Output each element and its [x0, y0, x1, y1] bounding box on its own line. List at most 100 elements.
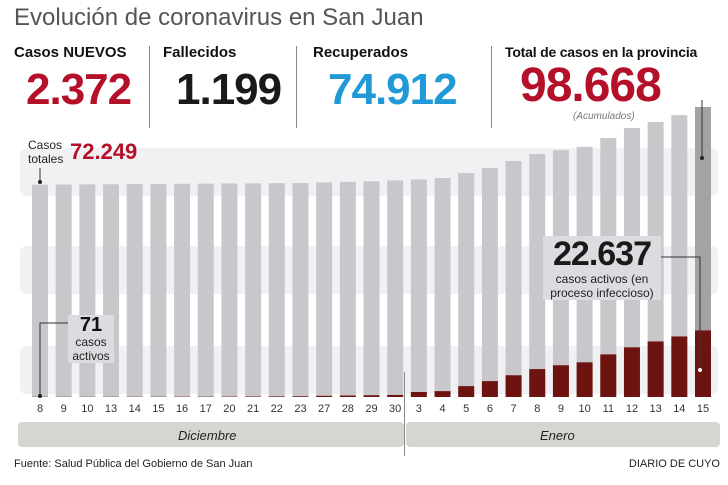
- bar-active-cases: [268, 396, 285, 397]
- kpi-recovered-value: 74.912: [328, 65, 458, 114]
- x-tick-label: 11: [602, 403, 614, 415]
- active-end-value: 22.637: [553, 235, 652, 273]
- x-tick-label: 22: [270, 403, 283, 415]
- x-tick-label: 9: [60, 403, 67, 415]
- kpi-recovered-label: Recuperados: [313, 44, 409, 61]
- bar-total-cases: [174, 183, 191, 397]
- kpi-deaths-value: 1.199: [176, 65, 282, 114]
- bar-active-cases: [434, 391, 451, 397]
- bar-total-cases: [529, 153, 546, 397]
- x-tick-label: 7: [510, 403, 517, 415]
- kpi-total-note: (Acumulados): [573, 111, 635, 122]
- x-tick-label: 16: [175, 403, 189, 415]
- bar-active-cases: [552, 365, 569, 397]
- bar-active-cases: [410, 392, 427, 397]
- bar-total-cases: [126, 184, 143, 397]
- x-tick-label: 15: [696, 403, 710, 415]
- bar-active-cases: [292, 396, 309, 397]
- bar-total-cases: [221, 183, 238, 397]
- x-tick-label: 14: [673, 403, 686, 415]
- x-tick-label: 10: [81, 403, 94, 415]
- bar-total-cases: [292, 183, 309, 397]
- month-label-december: Diciembre: [178, 428, 237, 443]
- bar-total-cases: [387, 180, 404, 397]
- x-tick-label: 13: [649, 403, 662, 415]
- bar-active-cases: [671, 336, 688, 397]
- month-band-december: [18, 422, 404, 447]
- active-end-leader-line: [661, 256, 701, 370]
- bar-active-cases: [695, 330, 711, 397]
- total-cases-label: Casos totales: [28, 138, 64, 166]
- x-tick-label: 29: [365, 403, 378, 415]
- bar-total-cases: [695, 107, 711, 397]
- kpi-total-value: 98.668: [520, 59, 662, 112]
- x-tick-label: 9: [557, 403, 564, 415]
- x-tick-label: 10: [578, 403, 591, 415]
- total-cases-value: 72.249: [70, 139, 138, 164]
- kpi-new-label: Casos NUEVOS: [14, 44, 127, 61]
- active-start-label: casos activos: [72, 335, 110, 363]
- bar-active-cases: [316, 395, 333, 397]
- bar-total-cases: [103, 184, 120, 397]
- bar-active-cases: [505, 375, 522, 397]
- bar-total-cases: [316, 182, 333, 397]
- bar-total-cases: [339, 181, 356, 397]
- active-end-leader-dot: [698, 368, 702, 372]
- bar-active-cases: [339, 395, 356, 397]
- x-tick-label: 3: [415, 403, 422, 415]
- bar-active-cases: [458, 386, 475, 397]
- x-tick-label: 5: [463, 403, 470, 415]
- x-tick-label: 13: [104, 403, 118, 415]
- bar-active-cases: [481, 381, 498, 397]
- x-tick-label: 4: [439, 403, 446, 415]
- month-band-january: [406, 422, 720, 447]
- bar-total-cases: [458, 173, 475, 397]
- kpi-total-label: Total de casos en la provincia: [505, 44, 698, 60]
- bar-total-cases: [150, 183, 167, 397]
- bar-total-cases: [268, 183, 285, 397]
- x-tick-label: 17: [199, 403, 212, 415]
- divider: [491, 46, 492, 128]
- bar-total-cases: [55, 184, 72, 397]
- page-title: Evolución de coronavirus en San Juan: [14, 4, 424, 31]
- bar-total-cases: [505, 160, 522, 397]
- bar-total-cases: [410, 179, 427, 397]
- active-end-callout: 22.637 casos activos (en proceso infecci…: [543, 236, 661, 300]
- x-tick-label: 12: [625, 403, 639, 415]
- x-tick-label: 23: [294, 403, 307, 415]
- kpi-deaths-label: Fallecidos: [163, 44, 237, 61]
- bar-active-cases: [576, 362, 593, 397]
- bar-total-cases: [32, 184, 48, 397]
- x-tick-label: 15: [152, 403, 165, 415]
- x-tick-label: 21: [246, 403, 260, 415]
- x-tick-label: 28: [341, 403, 354, 415]
- bar-total-cases: [79, 184, 96, 397]
- total-end-leader-dot: [700, 156, 704, 160]
- bar-total-cases: [434, 178, 451, 397]
- bar-active-cases: [623, 347, 640, 397]
- bar-active-cases: [600, 354, 617, 397]
- bar-total-cases: [363, 181, 380, 397]
- bar-total-cases: [245, 183, 262, 397]
- month-divider: [404, 372, 405, 456]
- active-start-leader-line: [39, 322, 68, 396]
- active-start-value: 71: [79, 314, 103, 336]
- x-tick-label: 20: [223, 403, 236, 415]
- divider: [296, 46, 297, 128]
- total-leader-dot: [38, 180, 42, 184]
- month-label-january: Enero: [540, 428, 575, 443]
- x-tick-label: 27: [318, 403, 331, 415]
- x-tick-label: 14: [128, 403, 141, 415]
- source-text: Fuente: Salud Pública del Gobierno de Sa…: [14, 458, 253, 470]
- bar-active-cases: [363, 395, 380, 397]
- bar-active-cases: [529, 369, 546, 397]
- bar-total-cases: [671, 115, 688, 398]
- active-start-leader-dot: [38, 394, 42, 398]
- x-tick-label: 8: [534, 403, 541, 415]
- active-start-callout: 71 casos activos: [68, 315, 114, 363]
- bar-total-cases: [197, 183, 214, 397]
- brand-text: DIARIO DE CUYO: [628, 458, 720, 470]
- kpi-new-value: 2.372: [26, 65, 132, 114]
- x-tick-label: 30: [389, 403, 402, 415]
